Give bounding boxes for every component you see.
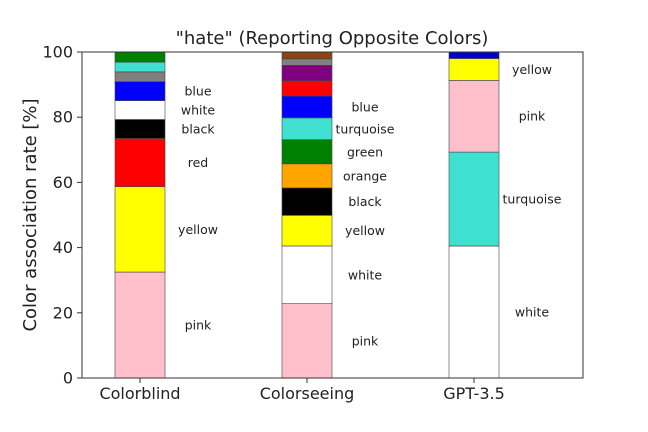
x-tick-label: GPT-3.5 xyxy=(443,384,505,403)
segment-label-green: green xyxy=(347,144,383,159)
bar-segment-turquoise xyxy=(114,61,166,73)
plot-frame xyxy=(81,51,584,379)
segment-label-blue: blue xyxy=(351,99,378,114)
segment-label-turquoise: turquoise xyxy=(336,121,395,136)
y-axis-label: Color association rate [%] xyxy=(20,98,41,331)
bar-segment-yellow xyxy=(114,186,166,273)
y-tick-label: 20 xyxy=(53,303,73,322)
y-axis: 0 20 40 60 80 100 xyxy=(42,43,82,388)
chart-title: "hate" (Reporting Opposite Colors) xyxy=(176,28,489,49)
bar-segment-green xyxy=(281,139,333,165)
bar-segment-white xyxy=(114,100,166,120)
segment-label-white: white xyxy=(348,267,383,282)
bar-segment-white xyxy=(281,245,333,304)
y-tick-label: 100 xyxy=(42,43,73,62)
bar-segment-white xyxy=(448,245,500,379)
segment-label-white: white xyxy=(181,103,216,118)
bar-segment-turquoise xyxy=(281,117,333,140)
bar-segment-blue xyxy=(448,51,500,59)
bar-segment-orange xyxy=(281,163,333,189)
bar-segment-black xyxy=(114,119,166,139)
segment-label-yellow: yellow xyxy=(512,62,552,77)
bar-segment-turquoise xyxy=(448,151,500,247)
segment-label-white: white xyxy=(515,304,550,319)
bar-segment-gray xyxy=(281,58,333,66)
bar-stack-colorblind: pink yellow red black white blue xyxy=(114,51,218,379)
bar-segment-red xyxy=(114,138,166,187)
bar-segment-purple xyxy=(281,65,333,81)
segment-label-yellow: yellow xyxy=(345,223,385,238)
bar-segment-black xyxy=(281,187,333,216)
bar-stack-gpt-3.5: white turquoise pink yellow xyxy=(448,51,562,379)
bar-segment-yellow xyxy=(281,215,333,247)
bar-segment-pink xyxy=(448,80,500,153)
y-tick-label: 80 xyxy=(53,108,73,127)
bar-stack-colorseeing: pink white yellow black orange green turquoise… xyxy=(281,51,395,379)
x-tick-label: Colorblind xyxy=(99,384,180,403)
bar-segment-pink xyxy=(114,271,166,379)
y-tick-label: 40 xyxy=(53,238,73,257)
segment-label-pink: pink xyxy=(185,318,212,333)
segment-label-black: black xyxy=(181,121,215,136)
segment-label-black: black xyxy=(348,194,382,209)
bar-segment-red xyxy=(281,80,333,97)
bar-segment-green xyxy=(114,51,166,63)
y-tick-label: 0 xyxy=(63,369,73,388)
y-tick-label: 60 xyxy=(53,173,73,192)
segment-label-red: red xyxy=(188,155,209,170)
segment-label-blue: blue xyxy=(184,84,211,99)
x-tick-label: Colorseeing xyxy=(260,384,355,403)
segment-label-turquoise: turquoise xyxy=(503,192,562,207)
bar-segment-pink xyxy=(281,303,333,379)
plot-area: pink yellow red black white blue pink white yell… xyxy=(114,51,562,379)
segment-label-orange: orange xyxy=(343,168,387,183)
segment-label-pink: pink xyxy=(352,333,379,348)
segment-label-pink: pink xyxy=(519,109,546,124)
bar-segment-blue xyxy=(114,81,166,101)
bar-segment-brown xyxy=(281,51,333,60)
bar-segment-gray xyxy=(114,71,166,82)
bar-segment-blue xyxy=(281,95,333,119)
x-axis: Colorblind Colorseeing GPT-3.5 xyxy=(99,378,505,403)
bar-segment-yellow xyxy=(448,58,500,81)
segment-label-yellow: yellow xyxy=(178,222,218,237)
